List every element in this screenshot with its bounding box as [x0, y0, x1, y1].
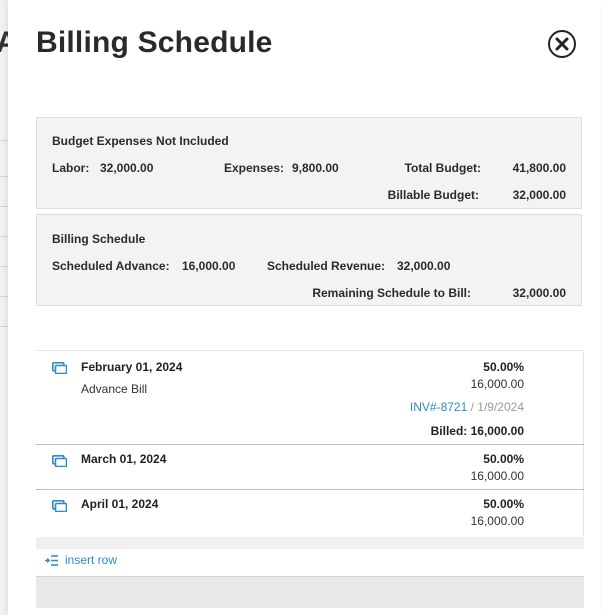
scheduled-revenue-value: 32,000.00: [397, 259, 451, 273]
expenses-label: Expenses:: [224, 161, 285, 175]
remaining-schedule-value: 32,000.00: [512, 286, 566, 300]
schedule-row-date: March 01, 2024: [81, 452, 167, 466]
labor-value: 32,000.00: [100, 161, 154, 175]
schedule-row-amount: 16,000.00: [470, 469, 524, 483]
budget-heading: Budget Expenses Not Included: [52, 134, 229, 148]
schedule-list: February 01, 2024 Advance Bill 50.00% 16…: [36, 350, 584, 549]
modal-title: Billing Schedule: [36, 26, 273, 59]
insert-row-icon: [45, 554, 58, 566]
labor-label: Labor:: [52, 161, 90, 175]
billed-amount: Billed: 16,000.00: [430, 424, 524, 438]
schedule-row-percent: 50.00%: [483, 360, 524, 374]
schedule-row-percent: 50.00%: [483, 497, 524, 511]
invoice-date: / 1/9/2024: [467, 400, 524, 414]
modal-footer-bar: [36, 576, 584, 608]
billing-summary-panel: Billing Schedule Scheduled Advance: 16,0…: [36, 214, 582, 306]
schedule-row-note: Advance Bill: [81, 382, 148, 396]
schedule-row-amount: 16,000.00: [470, 377, 524, 391]
copy-icon[interactable]: [52, 500, 67, 512]
billable-budget-value: 32,000.00: [512, 188, 566, 202]
budget-panel: Budget Expenses Not Included Labor: 32,0…: [36, 117, 582, 209]
scheduled-advance-label: Scheduled Advance:: [52, 259, 170, 273]
copy-icon[interactable]: [52, 362, 67, 374]
insert-row-label: insert row: [65, 553, 118, 567]
billing-summary-heading: Billing Schedule: [52, 232, 146, 246]
schedule-row-date: February 01, 2024: [81, 360, 183, 374]
schedule-row: March 01, 2024 50.00% 16,000.00: [36, 445, 584, 490]
expenses-value: 9,800.00: [292, 161, 339, 175]
total-budget-value: 41,800.00: [512, 161, 566, 175]
copy-icon[interactable]: [52, 455, 67, 467]
schedule-row: February 01, 2024 Advance Bill 50.00% 16…: [36, 351, 584, 445]
invoice-link[interactable]: INV#-8721: [409, 400, 468, 414]
schedule-row-percent: 50.00%: [483, 452, 524, 466]
invoice-reference: INV#-8721 / 1/9/2024: [410, 400, 524, 414]
billing-schedule-modal: Billing Schedule Budget Expenses Not Inc…: [8, 0, 600, 615]
remaining-schedule-label: Remaining Schedule to Bill:: [312, 286, 471, 300]
close-icon[interactable]: [548, 30, 576, 58]
schedule-row-date: April 01, 2024: [81, 497, 159, 511]
schedule-list-footer: [36, 537, 584, 549]
billable-budget-label: Billable Budget:: [387, 188, 479, 202]
schedule-row-amount: 16,000.00: [470, 514, 524, 528]
scheduled-revenue-label: Scheduled Revenue:: [267, 259, 386, 273]
schedule-row: April 01, 2024 50.00% 16,000.00: [36, 490, 584, 536]
scheduled-advance-value: 16,000.00: [182, 259, 236, 273]
total-budget-label: Total Budget:: [404, 161, 481, 175]
insert-row-button[interactable]: insert row: [44, 553, 117, 567]
